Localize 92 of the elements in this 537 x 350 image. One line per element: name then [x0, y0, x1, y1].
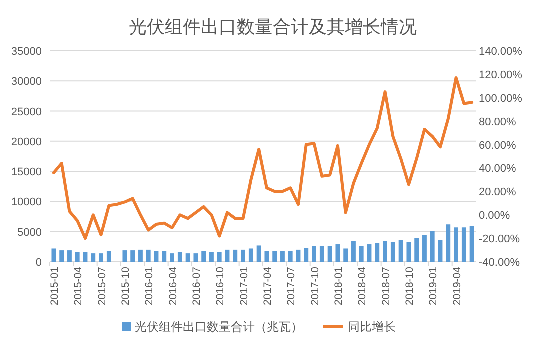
bar	[296, 250, 301, 262]
y2-tick-label: 140.00%	[479, 46, 523, 58]
bar	[462, 228, 466, 262]
bar	[130, 250, 136, 262]
bar	[99, 254, 104, 262]
bar	[75, 252, 80, 262]
bar	[406, 242, 412, 262]
bar	[146, 250, 151, 262]
bar	[210, 252, 214, 262]
bar	[312, 246, 316, 262]
bar	[390, 242, 396, 262]
bar	[367, 244, 372, 262]
x-tick-label: 2017-01	[238, 266, 250, 306]
bar	[352, 242, 356, 262]
y2-tick-label: -40.00%	[479, 257, 520, 269]
bar	[60, 250, 64, 262]
y2-tick-label: -20.00%	[479, 234, 520, 246]
x-tick-label: 2019-01	[428, 266, 440, 306]
bar	[398, 240, 404, 262]
x-tick-label: 2017-07	[286, 266, 298, 306]
bar	[446, 224, 451, 262]
bar	[328, 246, 332, 262]
bar	[106, 251, 112, 262]
bar	[422, 235, 427, 262]
x-tick-label: 2015-04	[72, 266, 85, 306]
bar	[470, 226, 474, 262]
y-tick-label: 10000	[11, 196, 42, 209]
bar	[68, 250, 72, 262]
x-tick-label: 2018-10	[404, 266, 416, 306]
bar	[359, 246, 364, 262]
y2-tick-label: 20.00%	[479, 186, 517, 199]
bar	[375, 243, 380, 262]
bar	[233, 250, 238, 262]
bar	[438, 240, 443, 262]
y2-tick-label: 60.00%	[479, 140, 517, 152]
y2-tick-label: 100.00%	[479, 92, 523, 105]
x-tick-label: 2018-07	[380, 266, 392, 306]
chart-title: 光伏组件出口数量合计及其增长情况	[129, 17, 417, 37]
y-tick-label: 30000	[11, 76, 42, 88]
bar	[383, 242, 388, 262]
bar	[52, 248, 56, 262]
y-tick-label: 35000	[11, 46, 42, 58]
bar	[256, 246, 262, 262]
bar	[288, 251, 293, 262]
y-tick-label: 20000	[11, 136, 42, 148]
x-tick-label: 2016-04	[167, 266, 180, 306]
x-tick-label: 2016-07	[190, 266, 203, 306]
bar	[320, 246, 324, 262]
bar	[344, 248, 348, 262]
bar	[194, 254, 198, 262]
x-tick-label: 2015-07	[96, 266, 108, 306]
bar	[430, 231, 435, 262]
bar	[186, 254, 190, 262]
x-tick-label: 2017-10	[309, 266, 322, 306]
bar	[304, 248, 309, 262]
y-tick-label: 0	[36, 257, 42, 269]
x-tick-label: 2015-10	[120, 266, 132, 306]
x-tick-label: 2016-10	[214, 266, 227, 306]
bar	[154, 251, 159, 262]
y2-tick-label: 40.00%	[479, 163, 517, 176]
x-tick-label: 2018-01	[332, 266, 345, 306]
y-tick-label: 15000	[11, 166, 42, 179]
bar	[248, 248, 254, 262]
bar	[91, 254, 96, 262]
bar	[454, 228, 458, 262]
x-tick-label: 2019-04	[451, 266, 464, 306]
line-series	[52, 76, 474, 240]
bar	[280, 251, 285, 262]
x-tick-label: 2015-01	[48, 266, 61, 306]
bar	[122, 250, 128, 262]
bar	[170, 254, 174, 262]
x-tick-label: 2017-04	[262, 266, 274, 306]
legend-label: 光伏组件出口数量合计（兆瓦）	[135, 320, 303, 334]
y-tick-label: 25000	[11, 106, 42, 118]
bar	[414, 238, 420, 262]
legend-label: 同比增长	[348, 320, 396, 334]
bar	[217, 252, 222, 262]
bar	[138, 250, 143, 262]
bar	[162, 251, 167, 262]
y2-tick-label: 120.00%	[479, 69, 523, 82]
bar	[202, 251, 206, 262]
bar	[241, 250, 246, 262]
y2-tick-label: 0.00%	[479, 210, 510, 222]
bar	[178, 252, 182, 262]
bar	[264, 251, 270, 262]
y2-tick-label: 80.00%	[479, 116, 517, 128]
bar	[225, 250, 230, 262]
bar	[336, 244, 340, 262]
bar	[272, 251, 278, 262]
x-tick-label: 2018-04	[356, 266, 369, 306]
x-tick-label: 2016-01	[144, 266, 156, 306]
y-tick-label: 5000	[18, 226, 42, 239]
